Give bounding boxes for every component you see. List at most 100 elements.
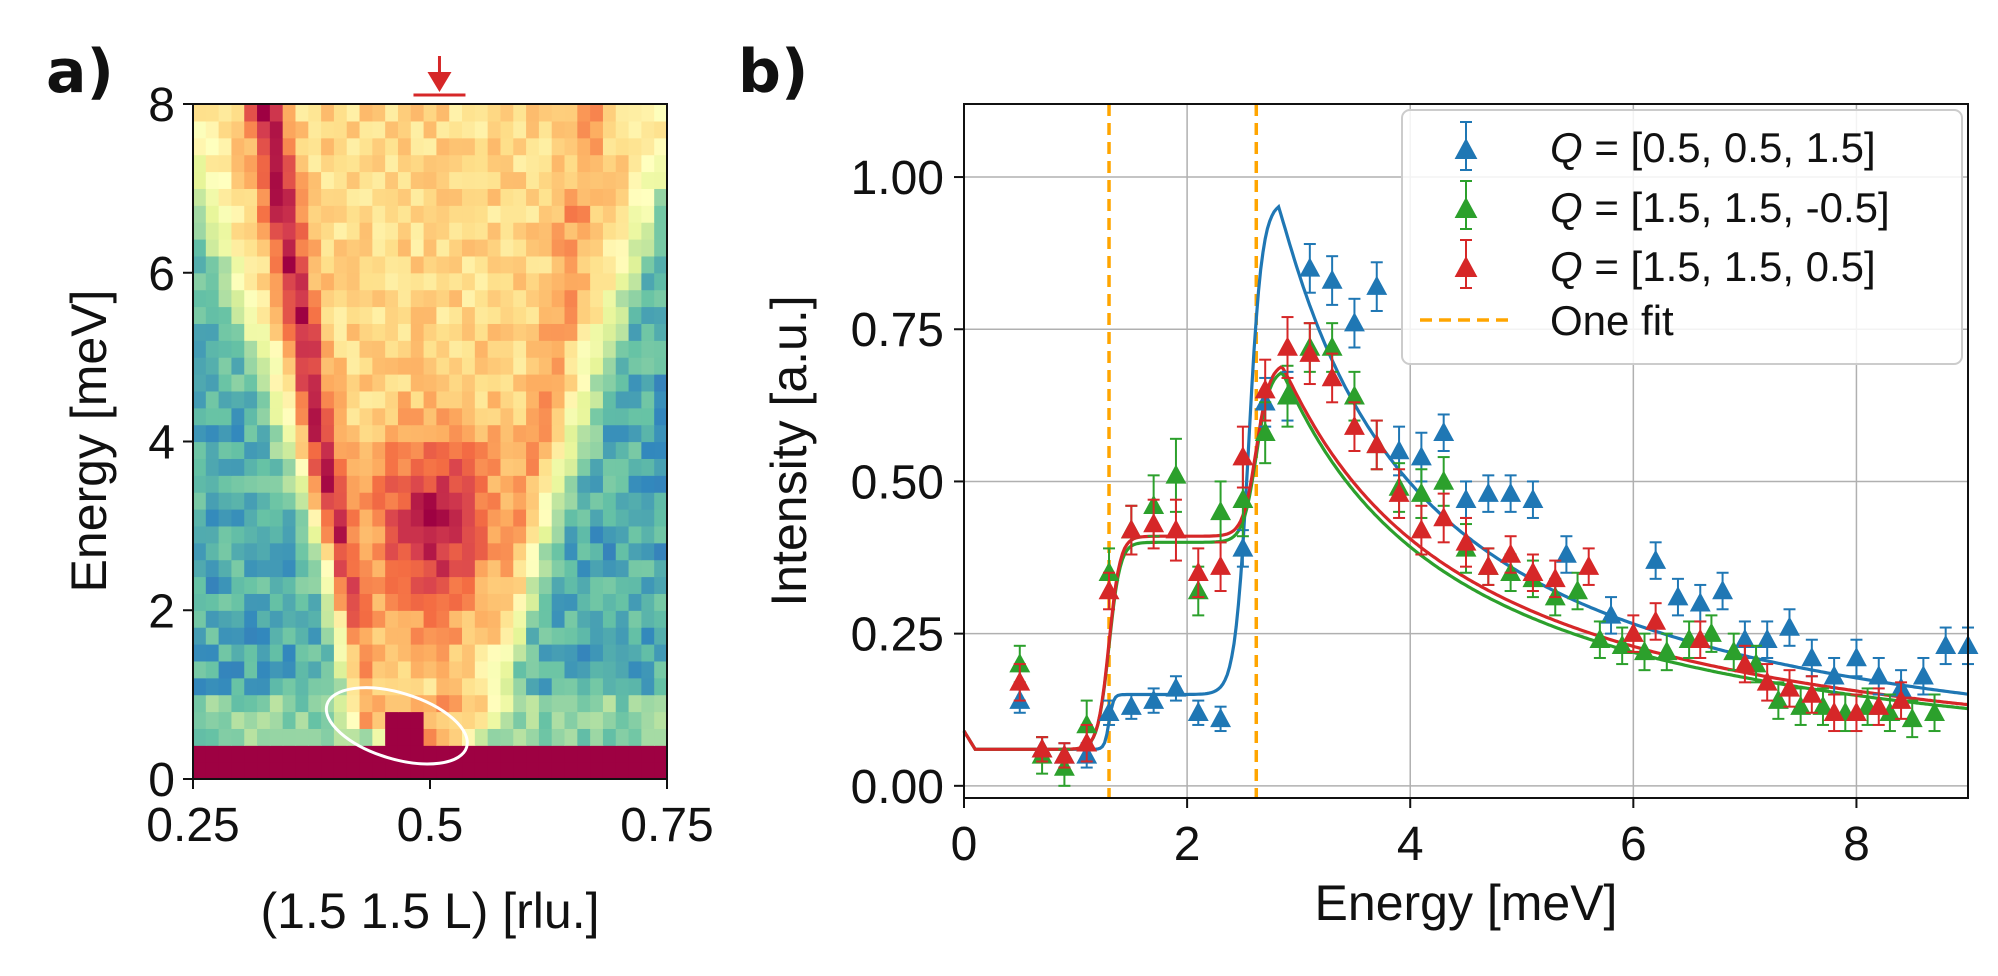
heatmap-cell xyxy=(269,407,284,426)
heatmap-cell xyxy=(333,188,348,206)
data-point-series-2 xyxy=(1254,421,1276,441)
heatmap-cell xyxy=(218,728,233,746)
heatmap-cell xyxy=(590,576,604,594)
heatmap-cell xyxy=(487,762,502,780)
heatmap-cell xyxy=(295,458,309,476)
heatmap-cell xyxy=(590,171,604,189)
y-tick-label: 0 xyxy=(148,754,175,807)
heatmap-cell xyxy=(436,374,450,392)
heatmap-cell xyxy=(654,120,668,139)
heatmap-cell xyxy=(474,137,489,156)
heatmap-cell xyxy=(641,441,655,459)
data-point-series-1 xyxy=(1600,604,1622,624)
heatmap-cell xyxy=(654,745,668,763)
heatmap-cell xyxy=(513,509,527,527)
heatmap-cell xyxy=(462,559,476,578)
heatmap-cell xyxy=(359,104,373,122)
heatmap-cell xyxy=(487,340,502,358)
heatmap-cell xyxy=(308,559,322,578)
heatmap-cell xyxy=(333,542,348,561)
heatmap-cell xyxy=(641,255,655,274)
heatmap-cell xyxy=(321,677,335,696)
heatmap-cell xyxy=(397,627,412,645)
heatmap-cell xyxy=(500,492,514,510)
heatmap-cell xyxy=(590,407,604,426)
heatmap-cell xyxy=(449,407,463,426)
heatmap-cell xyxy=(551,677,566,696)
heatmap-cell xyxy=(231,154,245,173)
heatmap-cell xyxy=(333,610,348,628)
panel-b-ticks xyxy=(954,176,1858,808)
heatmap-cell xyxy=(487,188,502,206)
heatmap-cell xyxy=(487,576,502,594)
heatmap-cell xyxy=(538,407,553,426)
heatmap-cell xyxy=(410,509,425,527)
heatmap-cell xyxy=(551,323,566,341)
heatmap-cell xyxy=(641,492,655,510)
heatmap-cell xyxy=(551,745,566,763)
heatmap-cell xyxy=(397,255,412,274)
heatmap-cell xyxy=(564,660,578,679)
heatmap-cell xyxy=(474,660,489,679)
heatmap-cell xyxy=(615,660,630,679)
heatmap-cell xyxy=(321,509,335,527)
heatmap-cell xyxy=(526,222,540,240)
heatmap-cell xyxy=(244,222,258,240)
data-point-series-1 xyxy=(1734,628,1756,648)
heatmap-cell xyxy=(410,188,425,206)
heatmap-cell xyxy=(346,559,361,578)
heatmap-cell xyxy=(590,272,604,291)
heatmap-cell xyxy=(333,120,348,139)
heatmap-cell xyxy=(372,424,386,443)
heatmap-cell xyxy=(321,525,335,544)
data-point-series-1 xyxy=(1935,634,1957,655)
panel-a-y-axis-title: Energy [meV] xyxy=(61,290,117,593)
data-point-series-1 xyxy=(1098,701,1120,722)
heatmap-cell xyxy=(564,509,578,527)
heatmap-cell xyxy=(218,694,233,713)
heatmap-cell xyxy=(244,424,258,443)
data-point-series-3 xyxy=(1779,677,1800,697)
heatmap-cell xyxy=(436,660,450,679)
heatmap-cell xyxy=(538,323,553,341)
heatmap-cell xyxy=(410,711,425,729)
heatmap-cell xyxy=(577,239,591,257)
heatmap-cell xyxy=(193,644,207,662)
heatmap-cell xyxy=(295,255,309,274)
heatmap-cell xyxy=(205,188,220,206)
heatmap-cell xyxy=(602,222,617,240)
legend-marker xyxy=(1454,197,1478,218)
heatmap-cell xyxy=(372,694,386,713)
heatmap-cell xyxy=(436,171,450,189)
heatmap-cell xyxy=(308,762,322,780)
heatmap-cell xyxy=(551,289,566,308)
heatmap-cell xyxy=(308,205,322,223)
heatmap-cell xyxy=(641,610,655,628)
heatmap-cell xyxy=(410,289,425,308)
heatmap-cell xyxy=(231,745,245,763)
heatmap-cell xyxy=(410,239,425,257)
heatmap-cell xyxy=(397,644,412,662)
heatmap-cell xyxy=(564,559,578,578)
heatmap-cell xyxy=(449,576,463,594)
heatmap-cell xyxy=(193,424,207,443)
heatmap-cell xyxy=(423,762,438,780)
heatmap-cell xyxy=(500,559,514,578)
heatmap-cell xyxy=(231,188,245,206)
heatmap-cell xyxy=(590,255,604,274)
heatmap-cell xyxy=(218,424,233,443)
heatmap-cell xyxy=(321,559,335,578)
panel-b-x-axis-title: Energy [meV] xyxy=(1315,875,1618,931)
heatmap-cell xyxy=(372,475,386,493)
heatmap-cell xyxy=(308,239,322,257)
heatmap-cell xyxy=(538,610,553,628)
heatmap-cell xyxy=(462,323,476,341)
heatmap-cell xyxy=(615,137,630,156)
heatmap-cell xyxy=(333,475,348,493)
heatmap-cell xyxy=(218,610,233,628)
heatmap-cell xyxy=(346,593,361,611)
heatmap-cell xyxy=(333,593,348,611)
heatmap-cell xyxy=(218,475,233,493)
data-point-series-3 xyxy=(1578,555,1600,575)
